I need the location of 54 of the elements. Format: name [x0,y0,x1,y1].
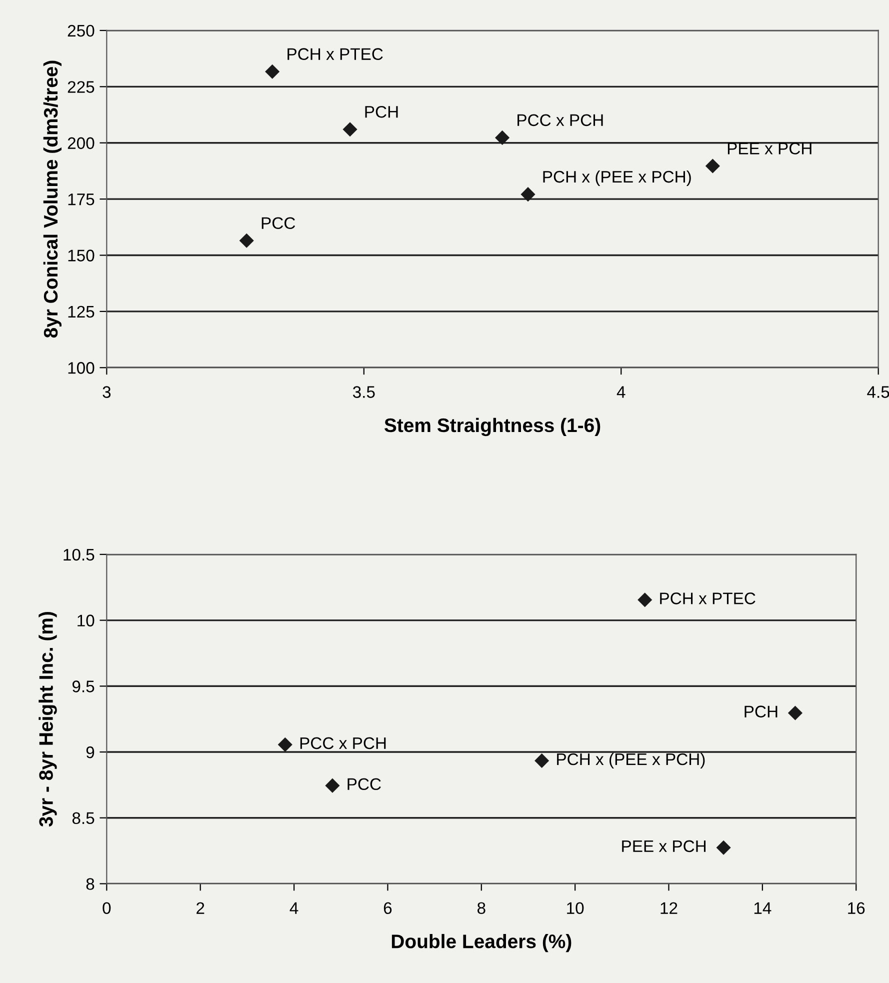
point [638,592,652,608]
y-tick-label: 250 [68,24,94,37]
annotation: PCH x PTEC [288,48,383,60]
x-axis-title: Double Leaders (%) [392,934,572,952]
x-tick-label: 4 [616,386,626,398]
x-tick-label: 10 [567,902,584,914]
x-tick-label: 3.5 [352,386,375,398]
point [705,158,720,174]
y-tick-label: 225 [68,81,94,93]
point [716,840,731,855]
point [325,778,340,793]
y-tick-label: 9.5 [72,680,94,692]
y-axis-title: 3yr - 8yr Height Inc. (m) [38,612,57,827]
x-tick-label: 4.5 [867,386,889,398]
annotation: PCH x (PEE x PCH) [543,170,691,186]
x-tick-label: 2 [196,902,204,914]
y-tick-label: 100 [68,362,94,374]
annotation: PEE x PCH [622,840,706,852]
annotation: PCC x PCH [518,114,603,126]
y-tick-label: 8.5 [72,812,94,824]
x-tick-label: 0 [102,902,111,914]
x-tick-label: 8 [477,902,486,914]
y-tick-label: 10.5 [64,548,94,561]
y-tick-label: 9 [86,746,94,758]
point [520,187,536,202]
x-tick-label: 3 [102,386,111,398]
annotation: PCC [262,217,296,230]
annotation: PCH x (PEE x PCH) [557,752,705,768]
point [239,233,254,248]
y-axis-title: 8yr Conical Volume (dm3/tree) [43,60,62,338]
x-tick-label: 16 [848,902,865,914]
annotation: PCH x PTEC [660,592,756,604]
annotation: PCH [365,106,398,118]
x-tick-label: 12 [660,902,678,914]
annotation: PCC [348,778,381,790]
x-tick-label: 6 [384,902,392,914]
y-tick-label: 8 [86,878,94,890]
y-tick-label: 175 [68,194,94,206]
x-tick-label: 4 [290,902,298,914]
point [342,122,358,137]
annotation: PCH [744,706,778,718]
y-tick-label: 200 [68,137,94,150]
x-tick-label: 14 [754,902,772,914]
point [788,706,802,720]
point [265,64,280,79]
x-axis-title: Stem Straightness (1-6) [384,418,600,436]
point [534,753,550,768]
point [494,130,510,145]
annotation: PCC x PCH [300,737,386,750]
annotation: PEE x PCH [728,142,812,154]
y-tick-label: 125 [68,306,94,318]
y-tick-label: 150 [68,250,94,262]
y-tick-label: 10 [78,614,94,626]
point [278,737,292,752]
